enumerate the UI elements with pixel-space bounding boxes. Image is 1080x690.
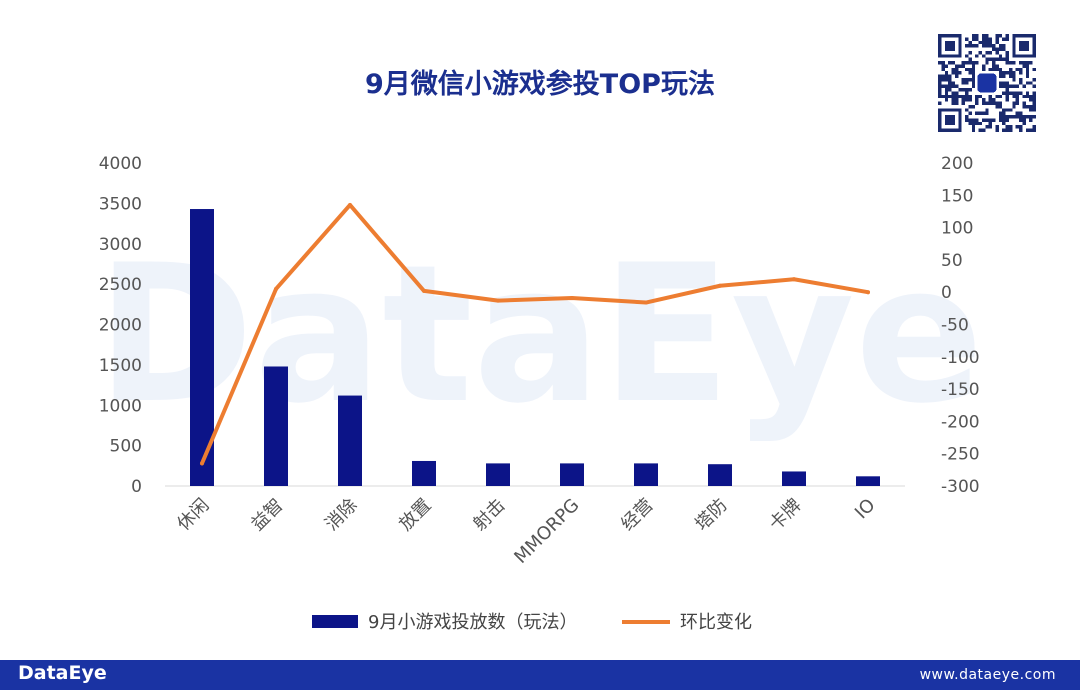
- bar: [264, 366, 288, 486]
- watermark-text: DataEye: [96, 224, 983, 445]
- category-label: 消除: [321, 495, 361, 535]
- left-tick-label: 0: [131, 477, 142, 497]
- line-series: [200, 202, 870, 466]
- left-tick-label: 3000: [99, 235, 142, 255]
- category-label: 经营: [617, 495, 657, 535]
- bar: [338, 395, 362, 486]
- chart: DataEye 05001000150020002500300035004000…: [96, 154, 983, 633]
- bar: [486, 463, 510, 486]
- line-series-path: [200, 202, 870, 466]
- right-tick-label: -200: [941, 412, 980, 432]
- right-tick-label: 0: [941, 283, 952, 303]
- footer-logo: DataEye: [18, 662, 107, 684]
- category-label: 放置: [395, 495, 435, 535]
- line-point: [200, 461, 204, 466]
- left-tick-label: 1500: [99, 356, 142, 376]
- right-tick-label: 100: [941, 219, 973, 239]
- category-label: 益智: [247, 495, 287, 535]
- line-point: [570, 296, 574, 301]
- category-label: IO: [851, 495, 880, 524]
- bar: [856, 476, 880, 486]
- right-tick-label: -50: [941, 316, 969, 336]
- legend-bar-swatch: [312, 615, 358, 628]
- chart-title: 9月微信小游戏参投TOP玩法: [365, 69, 715, 100]
- category-label: 射击: [469, 495, 509, 535]
- bar: [412, 460, 436, 486]
- left-tick-label: 2500: [99, 275, 142, 295]
- qr-code-icon: [938, 34, 1036, 132]
- right-tick-label: -100: [941, 348, 980, 368]
- right-tick-label: -250: [941, 445, 980, 465]
- line-point: [792, 277, 796, 282]
- right-tick-label: -150: [941, 380, 980, 400]
- right-tick-label: 50: [941, 251, 963, 271]
- bar: [560, 463, 584, 486]
- legend-line-label: 环比变化: [680, 612, 752, 633]
- category-label: MMORPG: [510, 495, 583, 568]
- left-tick-label: 1000: [99, 396, 142, 416]
- category-label: 休闲: [173, 495, 213, 535]
- legend-bar-label: 9月小游戏投放数（玩法）: [368, 612, 577, 633]
- category-labels: 休闲 益智 消除 放置 射击 MMORPG 经营 塔防 卡牌 IO: [173, 495, 879, 568]
- right-axis: -300 -250 -200 -150 -100 -50 0 50 100 150 200: [941, 154, 980, 497]
- category-label: 卡牌: [765, 495, 805, 535]
- right-tick-label: -300: [941, 477, 980, 497]
- right-tick-label: 200: [941, 154, 973, 174]
- left-axis: 0 500 1000 1500 2000 2500 3000 3500 4000: [99, 154, 142, 497]
- line-point: [422, 288, 426, 293]
- legend: 9月小游戏投放数（玩法） 环比变化: [312, 612, 752, 633]
- line-point: [274, 286, 278, 291]
- left-tick-label: 4000: [99, 154, 142, 174]
- left-tick-label: 3500: [99, 194, 142, 214]
- footer-url: www.dataeye.com: [919, 667, 1056, 683]
- bar: [708, 464, 732, 486]
- line-point: [718, 283, 722, 288]
- line-point: [644, 300, 648, 305]
- right-tick-label: 150: [941, 186, 973, 206]
- footer-bar: DataEye www.dataeye.com: [0, 660, 1080, 690]
- line-point: [496, 298, 500, 303]
- bar: [782, 471, 806, 486]
- bar: [634, 463, 658, 486]
- left-tick-label: 2000: [99, 316, 142, 336]
- left-tick-label: 500: [110, 437, 142, 457]
- line-point: [348, 202, 352, 207]
- category-label: 塔防: [691, 495, 731, 535]
- line-point: [866, 290, 870, 295]
